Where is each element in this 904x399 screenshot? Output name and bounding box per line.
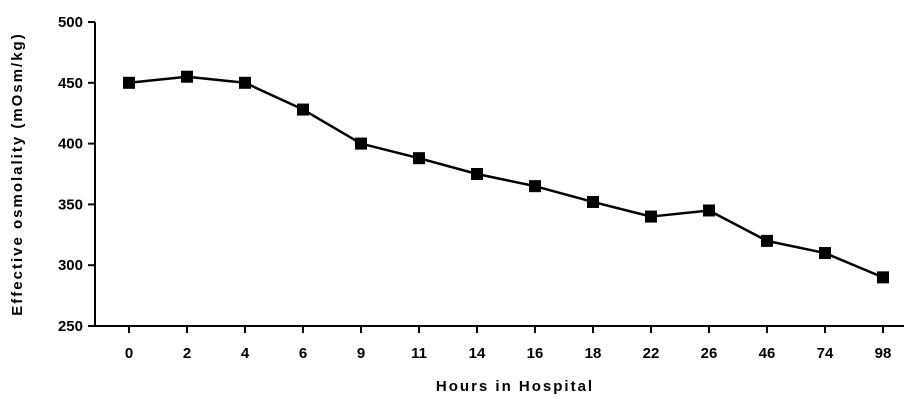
y-tick-label: 300 (58, 257, 83, 274)
x-tick-label: 6 (299, 345, 307, 362)
x-tick-label: 16 (527, 345, 544, 362)
data-point-marker (355, 137, 367, 150)
x-tick-label: 9 (357, 345, 365, 362)
data-point-marker (123, 76, 135, 89)
series-line (128, 75, 884, 279)
x-tick-label: 0 (125, 345, 133, 362)
x-axis: 0 2 4 6 9 11 14 16 18 22 26 46 74 98 (95, 325, 904, 362)
data-point-marker (819, 247, 831, 260)
x-tick-label: 74 (817, 345, 834, 362)
data-point-marker (761, 234, 773, 247)
data-point-marker (645, 210, 657, 223)
x-tick-label: 2 (183, 345, 191, 362)
x-tick-label: 11 (411, 345, 427, 362)
y-tick-label: 250 (58, 318, 83, 335)
y-tick-label: 500 (58, 14, 83, 31)
x-tick-label: 4 (241, 345, 250, 362)
data-point-marker (877, 271, 889, 284)
data-point-marker (297, 103, 309, 116)
y-tick-label: 450 (58, 75, 83, 92)
data-point-marker (529, 180, 541, 193)
x-tick-label: 22 (643, 345, 660, 362)
y-tick-label: 350 (58, 196, 83, 213)
x-tick-label: 98 (875, 345, 892, 362)
x-tick-label: 46 (759, 345, 776, 362)
y-tick-label: 400 (58, 136, 83, 153)
data-point-marker (471, 168, 483, 180)
y-axis-title: Effective osmolality (mOsm/kg) (9, 32, 26, 315)
x-tick-label: 14 (469, 345, 486, 362)
y-axis: 250 300 350 400 450 500 (58, 14, 96, 335)
data-point-marker (413, 152, 425, 165)
series-group (123, 70, 889, 284)
data-point-marker (703, 204, 715, 217)
data-point-marker (181, 70, 193, 83)
data-point-marker (239, 76, 251, 89)
x-tick-label: 26 (701, 345, 718, 362)
x-axis-title: Hours in Hospital (436, 378, 594, 394)
data-point-marker (587, 195, 599, 208)
x-tick-label: 18 (585, 345, 602, 362)
